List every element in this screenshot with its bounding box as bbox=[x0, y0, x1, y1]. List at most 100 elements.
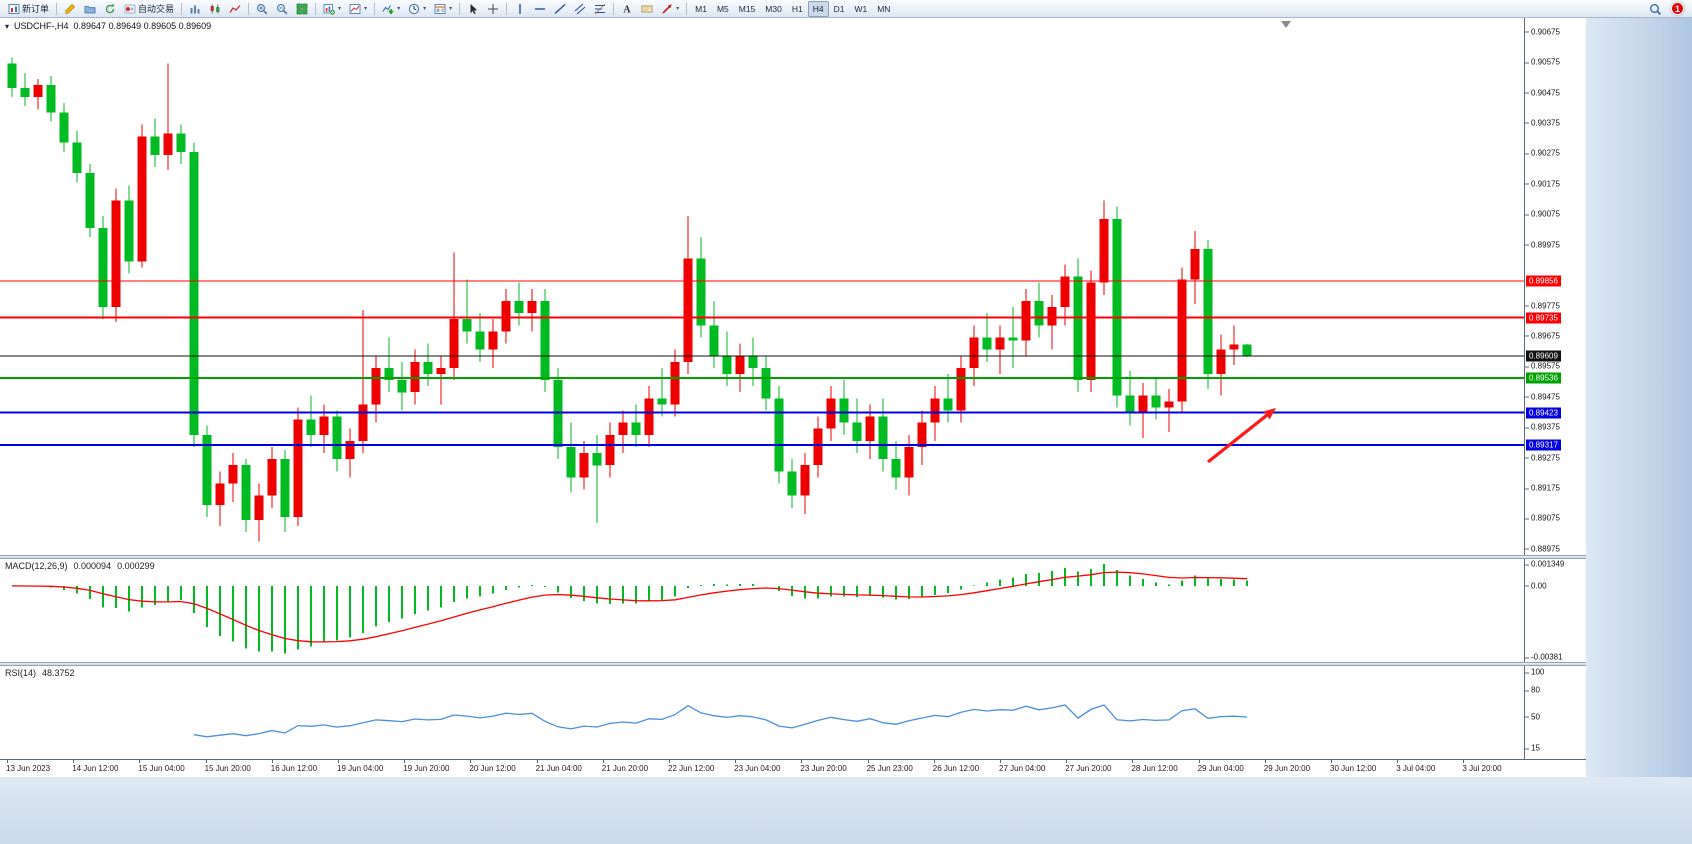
time-axis-label: 26 Jun 12:00 bbox=[932, 760, 980, 773]
timeframe-m15[interactable]: M15 bbox=[734, 1, 761, 17]
cursor-button[interactable] bbox=[463, 1, 483, 17]
candle-body bbox=[436, 367, 446, 374]
time-axis-label: 3 Jul 20:00 bbox=[1462, 760, 1502, 773]
price-chart-panel[interactable]: ▾ USDCHF-,H4 0.89647 0.89649 0.89605 0.8… bbox=[0, 18, 1524, 555]
periods-button[interactable]: ▾ bbox=[404, 1, 430, 17]
horizontal-line-button[interactable] bbox=[530, 1, 550, 17]
candle-body bbox=[462, 319, 472, 332]
fibonacci-icon bbox=[594, 3, 606, 15]
timeframe-h1[interactable]: H1 bbox=[787, 1, 808, 17]
panel-splitter[interactable] bbox=[0, 555, 1586, 559]
timeframe-m30[interactable]: M30 bbox=[760, 1, 787, 17]
candle-body bbox=[371, 367, 381, 405]
rsi-line bbox=[193, 704, 1248, 738]
zoom-out-button[interactable] bbox=[272, 1, 292, 17]
candle-body bbox=[605, 434, 615, 466]
timeframe-m1[interactable]: M1 bbox=[690, 1, 712, 17]
chart-collapse-arrow-icon[interactable]: ▾ bbox=[5, 21, 10, 31]
price-tick-label: 0.90175 bbox=[1525, 179, 1560, 189]
timeframe-mn-label: MN bbox=[877, 3, 891, 14]
toolbar-separator bbox=[459, 2, 461, 15]
candle-body bbox=[33, 84, 43, 98]
candle-body bbox=[813, 428, 823, 466]
timeframe-m5[interactable]: M5 bbox=[712, 1, 734, 17]
toolbar-separator bbox=[181, 2, 183, 15]
tile-icon bbox=[296, 3, 308, 15]
macd-chart[interactable] bbox=[0, 559, 1524, 662]
templates-button[interactable]: ▾ bbox=[430, 1, 456, 17]
candle-body bbox=[254, 495, 264, 520]
macd-panel[interactable]: MACD(12,26,9) 0.000094 0.000299 bbox=[0, 559, 1524, 662]
new-chart-icon bbox=[323, 3, 336, 15]
arrows-button[interactable]: ▾ bbox=[657, 1, 683, 17]
text-icon: A bbox=[621, 3, 633, 15]
candle-body bbox=[891, 459, 901, 478]
svg-text:A: A bbox=[623, 4, 631, 15]
timeframe-w1[interactable]: W1 bbox=[849, 1, 872, 17]
candle-body bbox=[1073, 276, 1083, 380]
candle-body bbox=[618, 422, 628, 435]
macd-tick-label: -0.00381 bbox=[1525, 652, 1563, 662]
timeframe-h4[interactable]: H4 bbox=[807, 0, 829, 17]
chart-profiles-button[interactable] bbox=[80, 1, 100, 17]
profiles-list-button[interactable]: ▾ bbox=[345, 1, 371, 17]
candle-body bbox=[514, 301, 524, 314]
time-axis[interactable]: 13 Jun 2023 14 Jun 12:00 15 Jun 04:00 15 Ju… bbox=[0, 759, 1586, 777]
timeframe-mn[interactable]: MN bbox=[872, 1, 895, 17]
arrow-annotation[interactable] bbox=[1207, 409, 1274, 464]
text-label-button[interactable] bbox=[637, 1, 657, 17]
candle-body bbox=[358, 404, 368, 441]
text-button[interactable]: A bbox=[617, 1, 637, 17]
rsi-tick-label: 50 bbox=[1525, 712, 1540, 722]
candle-body bbox=[943, 398, 953, 411]
refresh-button[interactable] bbox=[100, 1, 120, 17]
candle-body bbox=[982, 337, 992, 350]
price-axis[interactable]: 0.90675 0.90575 0.90475 0.90375 0.90275 0.901… bbox=[1524, 18, 1586, 555]
crosshair-button[interactable] bbox=[483, 1, 503, 17]
toolbar-separator bbox=[374, 2, 376, 15]
timeframe-m15-label: M15 bbox=[738, 3, 756, 14]
indicators-button[interactable]: ▾ bbox=[378, 1, 404, 17]
metaeditor-button[interactable] bbox=[60, 1, 80, 17]
candlestick-chart[interactable] bbox=[0, 18, 1524, 555]
candle-body bbox=[1060, 276, 1070, 307]
rsi-panel[interactable]: RSI(14) 48.3752 bbox=[0, 666, 1524, 759]
zoom-in-button[interactable] bbox=[252, 1, 272, 17]
candle-body bbox=[657, 398, 667, 405]
fibonacci-button[interactable] bbox=[590, 1, 610, 17]
panel-splitter[interactable] bbox=[0, 662, 1586, 666]
macd-main-value: 0.000094 bbox=[73, 561, 112, 571]
vertical-line-button[interactable] bbox=[510, 1, 530, 17]
tile-windows-button[interactable] bbox=[292, 1, 312, 17]
price-tag: 0.89536 bbox=[1526, 372, 1561, 384]
candle-body bbox=[280, 459, 290, 517]
toolbar-separator bbox=[613, 2, 615, 15]
autotrading-button[interactable]: 自动交易 bbox=[120, 1, 178, 17]
candle-body bbox=[956, 367, 966, 411]
candle-body bbox=[774, 398, 784, 472]
chart-shift-marker[interactable] bbox=[1281, 21, 1291, 28]
candle-body bbox=[969, 337, 979, 368]
search-button[interactable] bbox=[1645, 1, 1665, 17]
price-tick-label: 0.89475 bbox=[1525, 392, 1560, 402]
rsi-chart[interactable] bbox=[0, 666, 1524, 759]
candle-body bbox=[85, 173, 95, 228]
metaeditor-icon bbox=[64, 3, 76, 15]
candle-body bbox=[1164, 401, 1174, 408]
timeframe-d1[interactable]: D1 bbox=[829, 1, 850, 17]
new-chart-button[interactable]: ▾ bbox=[319, 1, 345, 17]
price-tick-label: 0.88975 bbox=[1525, 544, 1560, 554]
line-chart-button[interactable] bbox=[225, 1, 245, 17]
bar-chart-button[interactable] bbox=[185, 1, 205, 17]
time-axis-label: 27 Jun 04:00 bbox=[999, 760, 1046, 773]
new-order-button[interactable]: 新订单 bbox=[4, 1, 53, 17]
channel-button[interactable] bbox=[570, 1, 590, 17]
notification-badge[interactable]: 1 bbox=[1671, 2, 1684, 15]
candle-body bbox=[800, 465, 810, 496]
candle-body bbox=[644, 398, 654, 435]
candle-chart-button[interactable] bbox=[205, 1, 225, 17]
candle-body bbox=[995, 337, 1005, 350]
line-chart-icon bbox=[229, 3, 241, 15]
trendline-button[interactable] bbox=[550, 1, 570, 17]
candle-body bbox=[865, 416, 875, 441]
